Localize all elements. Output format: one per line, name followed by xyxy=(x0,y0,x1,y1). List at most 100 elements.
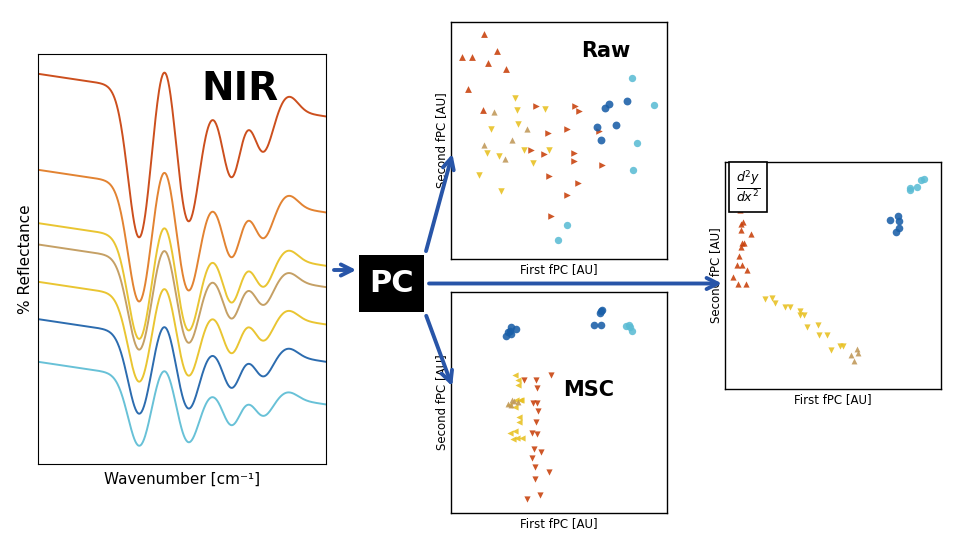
Y-axis label: Second fPC [AU]: Second fPC [AU] xyxy=(709,227,722,323)
Point xyxy=(512,396,527,404)
Point xyxy=(623,322,638,331)
Point xyxy=(732,205,747,214)
Point xyxy=(508,427,523,436)
Point xyxy=(892,217,907,225)
Point xyxy=(916,175,931,184)
Point xyxy=(526,444,541,453)
Point xyxy=(593,136,609,144)
Point xyxy=(902,185,918,194)
Point xyxy=(566,157,582,165)
X-axis label: First fPC [AU]: First fPC [AU] xyxy=(794,393,872,406)
Point xyxy=(490,47,505,56)
Point xyxy=(484,125,499,134)
Point xyxy=(500,400,516,408)
Point xyxy=(832,342,848,350)
Point xyxy=(497,155,513,164)
Point xyxy=(476,141,492,150)
Point xyxy=(514,434,529,442)
Point xyxy=(792,307,807,315)
Point xyxy=(735,217,751,226)
Point xyxy=(504,136,519,145)
Point xyxy=(519,495,535,503)
Point xyxy=(843,350,858,359)
Point xyxy=(891,224,906,232)
Point xyxy=(509,395,524,404)
Point xyxy=(502,401,517,409)
Point xyxy=(541,146,557,154)
Point xyxy=(503,401,518,409)
Point xyxy=(591,126,607,135)
Point xyxy=(529,375,544,384)
Point xyxy=(743,230,758,239)
Point xyxy=(624,73,639,82)
Point xyxy=(524,454,540,462)
Point xyxy=(503,429,518,437)
Point xyxy=(476,30,492,39)
Point xyxy=(811,330,827,339)
Point xyxy=(498,332,514,341)
Text: $\frac{d^2y}{dx^2}$: $\frac{d^2y}{dx^2}$ xyxy=(735,169,760,205)
Point xyxy=(819,330,834,339)
Point xyxy=(625,166,640,174)
Point xyxy=(532,490,547,499)
Point xyxy=(589,123,605,132)
Text: NIR: NIR xyxy=(202,70,278,109)
Point xyxy=(508,325,523,333)
Point xyxy=(593,321,609,329)
Point xyxy=(823,346,838,354)
Point xyxy=(509,105,524,114)
Point xyxy=(507,93,522,102)
Point xyxy=(850,345,865,354)
Point xyxy=(910,183,925,192)
Point xyxy=(510,381,525,389)
Point xyxy=(601,100,616,109)
Point xyxy=(847,357,862,366)
Point xyxy=(593,307,609,316)
Point xyxy=(511,375,526,384)
Point xyxy=(529,399,544,408)
Point xyxy=(533,448,548,456)
Point xyxy=(475,105,491,114)
Point xyxy=(510,434,525,442)
Point xyxy=(525,159,540,167)
Point xyxy=(541,171,557,180)
Point xyxy=(529,417,544,426)
Point xyxy=(734,239,750,247)
Y-axis label: Second fPC [AU]: Second fPC [AU] xyxy=(436,354,448,450)
Point xyxy=(480,148,495,157)
Point xyxy=(608,121,623,130)
Point xyxy=(566,148,582,157)
Point xyxy=(510,397,525,406)
Point xyxy=(736,239,752,248)
Point xyxy=(540,129,556,138)
Point xyxy=(890,212,905,221)
Point xyxy=(624,327,639,336)
Point xyxy=(507,403,522,411)
Point xyxy=(502,327,517,336)
Point xyxy=(725,273,740,281)
Point xyxy=(471,171,487,180)
Point xyxy=(560,220,575,229)
Text: MSC: MSC xyxy=(564,380,614,400)
Point xyxy=(767,298,782,307)
Point xyxy=(543,212,559,220)
Point xyxy=(731,280,746,288)
Point xyxy=(733,226,749,234)
Point xyxy=(810,321,826,329)
Y-axis label: % Reflectance: % Reflectance xyxy=(18,204,33,314)
Point xyxy=(530,429,545,438)
Text: PC: PC xyxy=(370,269,414,298)
Point xyxy=(800,323,815,332)
Point xyxy=(499,64,515,73)
Point xyxy=(757,295,773,303)
X-axis label: First fPC [AU]: First fPC [AU] xyxy=(520,517,598,530)
Point xyxy=(570,179,586,188)
Point xyxy=(531,407,546,416)
X-axis label: First fPC [AU]: First fPC [AU] xyxy=(520,264,598,276)
Point xyxy=(618,321,634,330)
Point xyxy=(619,96,635,105)
Point xyxy=(527,475,542,483)
Point xyxy=(646,101,661,110)
Point xyxy=(516,376,532,384)
Point xyxy=(537,150,552,159)
